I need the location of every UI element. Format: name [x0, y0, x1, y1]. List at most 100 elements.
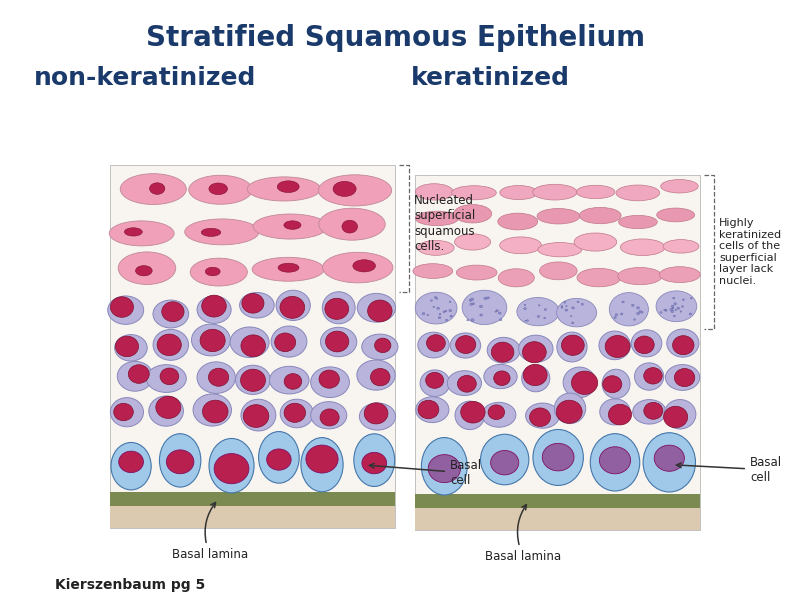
Ellipse shape: [444, 311, 445, 313]
Ellipse shape: [280, 296, 305, 318]
Ellipse shape: [661, 179, 699, 193]
Ellipse shape: [362, 452, 386, 474]
Ellipse shape: [577, 185, 615, 199]
Ellipse shape: [418, 400, 439, 419]
Ellipse shape: [572, 307, 574, 309]
Ellipse shape: [620, 239, 665, 256]
Ellipse shape: [614, 316, 616, 319]
Ellipse shape: [667, 329, 699, 357]
Ellipse shape: [357, 293, 395, 322]
Ellipse shape: [110, 398, 143, 427]
Ellipse shape: [524, 364, 547, 386]
Bar: [415, 494, 700, 508]
Ellipse shape: [671, 310, 674, 313]
Ellipse shape: [115, 335, 147, 361]
Ellipse shape: [641, 312, 643, 313]
Ellipse shape: [325, 298, 348, 319]
Ellipse shape: [603, 376, 622, 393]
Ellipse shape: [537, 209, 580, 224]
Ellipse shape: [149, 396, 184, 426]
Ellipse shape: [124, 228, 143, 236]
Text: Nucleated
superficial
squamous
cells.: Nucleated superficial squamous cells.: [414, 195, 475, 253]
Ellipse shape: [644, 402, 663, 419]
Ellipse shape: [602, 369, 630, 398]
Ellipse shape: [633, 400, 666, 424]
Ellipse shape: [637, 307, 639, 309]
Ellipse shape: [618, 267, 662, 285]
Ellipse shape: [490, 450, 519, 475]
Ellipse shape: [674, 303, 676, 305]
Text: Highly
keratinized
cells of the
superficial
layer lack
nuclei.: Highly keratinized cells of the superfic…: [719, 218, 781, 286]
Ellipse shape: [418, 332, 449, 358]
Ellipse shape: [572, 371, 598, 394]
Ellipse shape: [499, 319, 502, 321]
Ellipse shape: [577, 268, 621, 287]
Ellipse shape: [544, 308, 546, 310]
Text: Stratified Squamous Epithelium: Stratified Squamous Epithelium: [147, 24, 645, 52]
Ellipse shape: [672, 305, 674, 307]
Ellipse shape: [185, 219, 259, 245]
Ellipse shape: [590, 434, 640, 491]
Ellipse shape: [673, 315, 676, 317]
Ellipse shape: [631, 304, 634, 307]
Ellipse shape: [306, 445, 338, 473]
Ellipse shape: [562, 335, 584, 356]
Ellipse shape: [147, 365, 186, 392]
Ellipse shape: [488, 405, 505, 420]
Ellipse shape: [691, 297, 692, 299]
Ellipse shape: [413, 264, 453, 278]
Ellipse shape: [480, 314, 482, 316]
Ellipse shape: [214, 453, 249, 483]
Ellipse shape: [565, 305, 567, 307]
Ellipse shape: [543, 443, 574, 471]
Ellipse shape: [108, 296, 143, 324]
Ellipse shape: [481, 435, 529, 485]
Ellipse shape: [275, 333, 295, 352]
Ellipse shape: [193, 394, 231, 426]
Ellipse shape: [415, 211, 459, 226]
Ellipse shape: [643, 433, 695, 492]
Text: Kierszenbaum pg 5: Kierszenbaum pg 5: [55, 578, 205, 592]
Ellipse shape: [537, 315, 539, 318]
Ellipse shape: [470, 319, 474, 321]
Ellipse shape: [664, 309, 666, 311]
Ellipse shape: [438, 316, 441, 319]
Ellipse shape: [209, 183, 227, 195]
Ellipse shape: [322, 252, 393, 283]
Ellipse shape: [637, 312, 640, 315]
Ellipse shape: [615, 314, 618, 316]
Ellipse shape: [538, 242, 582, 257]
Ellipse shape: [600, 399, 630, 425]
Ellipse shape: [577, 301, 579, 303]
Ellipse shape: [310, 401, 347, 429]
Ellipse shape: [420, 370, 450, 397]
Ellipse shape: [659, 267, 700, 283]
Ellipse shape: [200, 329, 225, 352]
Ellipse shape: [620, 313, 623, 315]
Ellipse shape: [500, 237, 542, 254]
Ellipse shape: [672, 307, 674, 309]
Ellipse shape: [367, 300, 392, 322]
Ellipse shape: [135, 266, 152, 276]
Ellipse shape: [235, 365, 270, 395]
Ellipse shape: [689, 313, 691, 315]
Ellipse shape: [657, 208, 695, 222]
Ellipse shape: [664, 406, 687, 428]
Ellipse shape: [117, 361, 153, 391]
Ellipse shape: [644, 368, 662, 384]
Ellipse shape: [498, 269, 535, 287]
Ellipse shape: [616, 185, 660, 201]
Ellipse shape: [461, 401, 485, 423]
Ellipse shape: [539, 305, 540, 306]
Ellipse shape: [267, 449, 291, 470]
Ellipse shape: [524, 304, 526, 305]
Ellipse shape: [682, 299, 684, 300]
Ellipse shape: [166, 450, 194, 474]
Ellipse shape: [672, 297, 675, 299]
Ellipse shape: [310, 367, 349, 398]
Ellipse shape: [471, 298, 474, 300]
Ellipse shape: [276, 290, 310, 321]
Ellipse shape: [269, 367, 309, 394]
Ellipse shape: [230, 327, 269, 357]
Ellipse shape: [564, 301, 565, 303]
